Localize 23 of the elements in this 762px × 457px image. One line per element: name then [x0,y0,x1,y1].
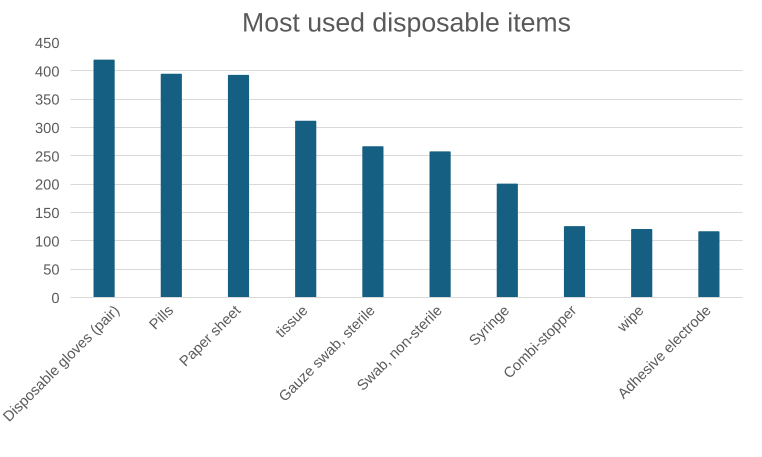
y-tick-label: 0 [51,291,60,307]
bar [564,226,586,298]
bar [228,74,250,298]
bar [160,74,182,298]
y-tick-label: 50 [43,262,60,279]
x-tick-label: Pills [146,302,177,334]
y-tick-label: 200 [35,178,60,194]
bar [631,229,652,298]
bar [496,184,518,298]
bar [295,120,316,298]
y-tick-label: 250 [35,149,60,166]
y-tick-label: 450 [35,36,60,52]
y-tick-label: 400 [35,64,60,80]
chart-title: Most used disposable items [242,8,571,38]
bar [430,151,451,298]
y-tick-label: 300 [35,121,60,137]
bar [698,231,720,298]
y-tick-label: 350 [35,92,60,109]
bar [94,60,115,298]
y-tick-label: 150 [35,206,60,222]
x-tick-label: wipe [614,302,648,336]
bar [362,146,384,298]
y-tick-label: 100 [35,234,60,250]
